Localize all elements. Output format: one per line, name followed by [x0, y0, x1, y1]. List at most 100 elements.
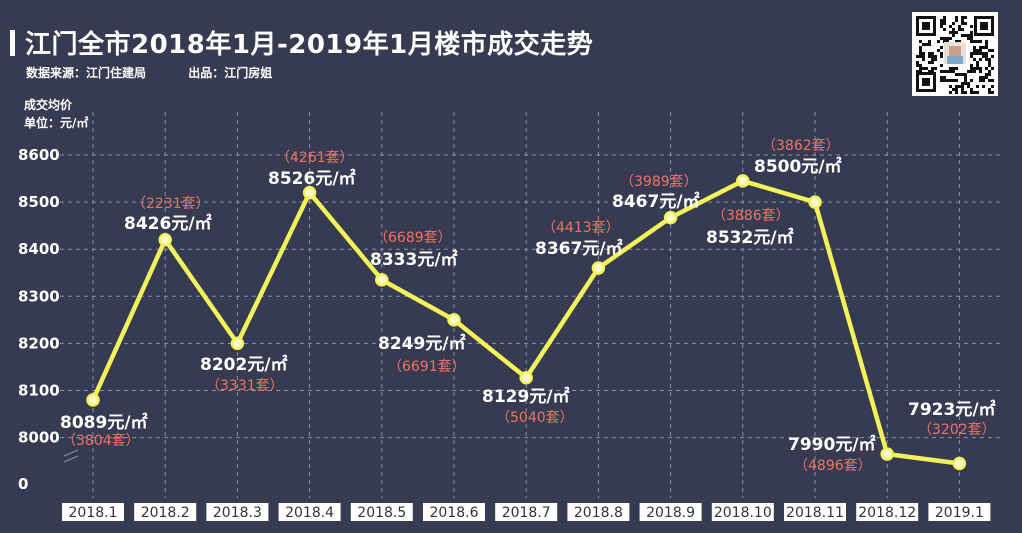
axis-break-mark	[63, 455, 79, 463]
x-tick-label: 2018.10	[714, 505, 772, 521]
qr-module	[961, 85, 964, 88]
qr-module	[928, 43, 931, 46]
qr-module	[988, 64, 991, 67]
qr-module	[982, 52, 985, 55]
qr-module	[970, 67, 973, 70]
qr-module	[973, 91, 976, 94]
data-value-label: 8089元/㎡	[60, 412, 148, 433]
qr-module	[988, 91, 991, 94]
qr-module	[940, 22, 943, 25]
qr-module	[958, 40, 961, 43]
data-count-label: （4896套）	[794, 458, 872, 474]
x-label-box	[423, 503, 485, 521]
y-axis-label: 成交均价	[24, 98, 73, 112]
data-count-label: （4261套）	[276, 150, 354, 166]
qr-module	[952, 79, 955, 82]
qr-module	[970, 64, 973, 67]
qr-module	[979, 46, 982, 49]
y-tick-label: 8600	[18, 146, 60, 164]
data-value-label: 8129元/㎡	[482, 386, 570, 407]
qr-module	[985, 73, 988, 76]
qr-module	[916, 64, 919, 67]
data-count-label: （5040套）	[496, 410, 574, 426]
data-count-label: （3202套）	[918, 422, 996, 438]
qr-module	[982, 46, 985, 49]
x-label-box	[784, 503, 846, 521]
qr-module	[949, 67, 952, 70]
x-tick-label: 2018.5	[357, 505, 406, 521]
qr-module	[985, 55, 988, 58]
qr-module	[991, 55, 994, 58]
qr-module	[988, 61, 991, 64]
qr-module	[982, 85, 985, 88]
qr-module	[922, 58, 925, 61]
x-tick-label: 2018.2	[141, 505, 190, 521]
qr-module	[934, 55, 937, 58]
data-point	[663, 210, 678, 225]
qr-module	[922, 55, 925, 58]
qr-module	[943, 70, 946, 73]
qr-module	[982, 55, 985, 58]
qr-module	[931, 55, 934, 58]
qr-module	[925, 43, 928, 46]
qr-module	[940, 46, 943, 49]
data-count-label: （3804套）	[62, 433, 140, 449]
data-count-label: （3331套）	[206, 378, 284, 394]
qr-module	[925, 67, 928, 70]
qr-module	[958, 28, 961, 31]
qr-module	[979, 67, 982, 70]
qr-module	[964, 22, 967, 25]
qr-module	[964, 73, 967, 76]
qr-module	[961, 19, 964, 22]
y-tick-label: 8100	[18, 382, 60, 400]
qr-finder-core	[980, 22, 988, 30]
qr-module	[931, 58, 934, 61]
qr-module	[976, 61, 979, 64]
qr-module	[961, 34, 964, 37]
x-label-box	[62, 503, 124, 521]
qr-module	[976, 52, 979, 55]
qr-module	[919, 52, 922, 55]
qr-module	[952, 67, 955, 70]
qr-module	[982, 79, 985, 82]
qr-module	[985, 46, 988, 49]
qr-module	[988, 49, 991, 52]
qr-module	[979, 70, 982, 73]
qr-module	[943, 37, 946, 40]
qr-module	[961, 73, 964, 76]
qr-module	[961, 16, 964, 19]
data-value-label: 8367元/㎡	[535, 238, 623, 259]
qr-module	[940, 19, 943, 22]
data-count-label: （3886套）	[712, 208, 790, 224]
qr-module	[952, 70, 955, 73]
data-value-label: 7990元/㎡	[788, 434, 876, 455]
qr-module	[964, 79, 967, 82]
qr-module	[961, 88, 964, 91]
qr-module	[931, 67, 934, 70]
qr-module	[976, 64, 979, 67]
qr-module	[928, 70, 931, 73]
qr-module	[958, 85, 961, 88]
qr-module	[970, 25, 973, 28]
qr-module	[973, 58, 976, 61]
qr-module	[985, 52, 988, 55]
qr-module	[949, 31, 952, 34]
qr-module	[940, 76, 943, 79]
qr-module	[964, 76, 967, 79]
qr-module	[931, 61, 934, 64]
qr-module	[970, 79, 973, 82]
qr-module	[961, 82, 964, 85]
qr-module	[979, 52, 982, 55]
qr-module	[934, 67, 937, 70]
qr-module	[946, 79, 949, 82]
qr-module	[991, 79, 994, 82]
data-count-label: （6691套）	[388, 359, 466, 375]
qr-module	[967, 82, 970, 85]
qr-module	[970, 52, 973, 55]
data-value-label: 8202元/㎡	[200, 354, 288, 375]
qr-module	[970, 55, 973, 58]
qr-module	[964, 16, 967, 19]
qr-module	[937, 40, 940, 43]
qr-module	[955, 88, 958, 91]
qr-module	[952, 28, 955, 31]
